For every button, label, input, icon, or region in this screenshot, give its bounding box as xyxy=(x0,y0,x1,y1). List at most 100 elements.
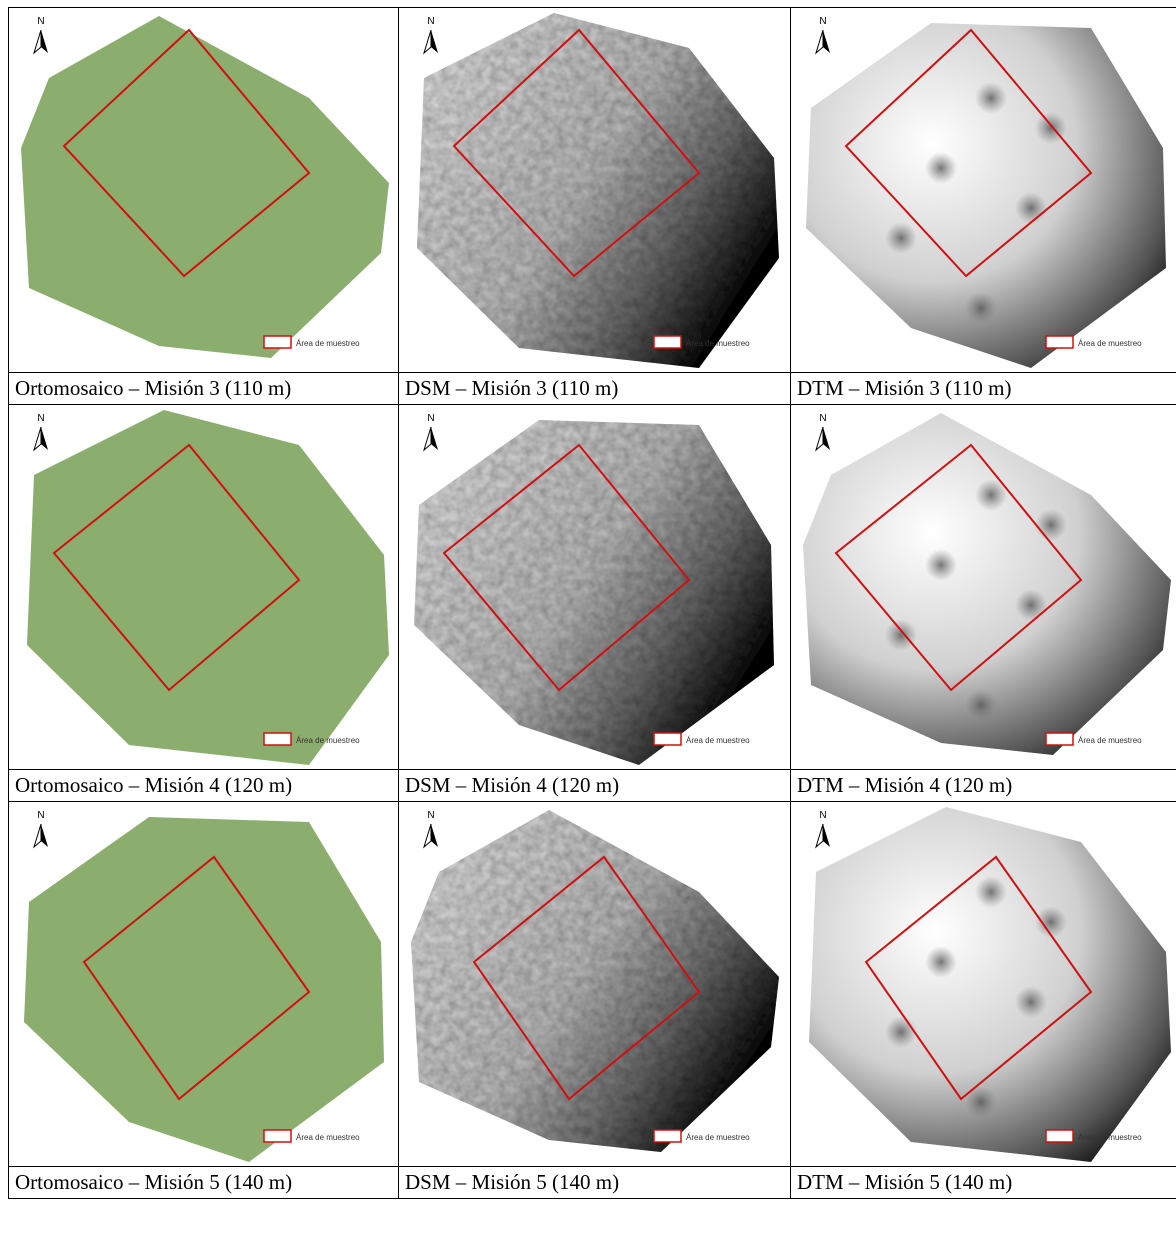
caption-row: Ortomosaico – Misión 3 (110 m)DSM – Misi… xyxy=(9,373,1176,405)
north-arrow xyxy=(823,824,830,847)
depression xyxy=(1035,509,1067,541)
north-arrow-outline xyxy=(424,427,431,450)
map-image: N Área de muestreo xyxy=(9,405,397,769)
legend-label: Área de muestreo xyxy=(1078,736,1142,745)
image-row: N Área de muestreo N Área de muestreo N Área … xyxy=(9,405,1176,770)
map-image: N Área de muestreo xyxy=(399,405,787,769)
north-arrow xyxy=(823,30,830,53)
north-arrow-outline xyxy=(34,30,41,53)
legend-label: Área de muestreo xyxy=(296,1133,360,1142)
legend-label: Área de muestreo xyxy=(686,339,750,348)
legend-label: Área de muestreo xyxy=(1078,339,1142,348)
north-label: N xyxy=(819,810,826,821)
north-label: N xyxy=(37,413,44,424)
caption-row: Ortomosaico – Misión 5 (140 m)DSM – Misi… xyxy=(9,1167,1176,1199)
caption: DSM – Misión 3 (110 m) xyxy=(399,373,791,405)
legend-swatch xyxy=(1046,1130,1073,1142)
depression xyxy=(1015,986,1047,1018)
footprint xyxy=(24,817,384,1162)
footprint xyxy=(411,810,779,1152)
map-image: N Área de muestreo xyxy=(9,802,397,1166)
legend-label: Área de muestreo xyxy=(686,1133,750,1142)
north-arrow xyxy=(431,30,438,53)
legend-label: Área de muestreo xyxy=(296,736,360,745)
caption: DTM – Misión 4 (120 m) xyxy=(791,770,1176,802)
map-image: N Área de muestreo xyxy=(9,8,397,372)
north-arrow-outline xyxy=(34,824,41,847)
page: {"table":{"rows":[ {"cells":[ {"map":{"n… xyxy=(0,0,1176,1251)
map-cell: N Área de muestreo xyxy=(791,405,1176,770)
figure-table: N Área de muestreo N Área de muestreo N Área … xyxy=(8,7,1176,1199)
caption: Ortomosaico – Misión 4 (120 m) xyxy=(9,770,399,802)
image-row: N Área de muestreo N Área de muestreo N Área … xyxy=(9,802,1176,1167)
depression xyxy=(925,152,957,184)
depression xyxy=(885,222,917,254)
caption: DSM – Misión 4 (120 m) xyxy=(399,770,791,802)
north-label: N xyxy=(37,16,44,27)
map-image: N Área de muestreo xyxy=(399,8,787,372)
map-image: N Área de muestreo xyxy=(791,802,1176,1166)
depression xyxy=(1035,906,1067,938)
legend-label: Área de muestreo xyxy=(296,339,360,348)
north-arrow-outline xyxy=(424,824,431,847)
map-image: N Área de muestreo xyxy=(399,802,787,1166)
caption: Ortomosaico – Misión 3 (110 m) xyxy=(9,373,399,405)
depression xyxy=(1015,192,1047,224)
depression xyxy=(965,292,997,324)
legend-swatch xyxy=(1046,336,1073,348)
footprint xyxy=(27,410,389,765)
depression xyxy=(1015,589,1047,621)
caption: DSM – Misión 5 (140 m) xyxy=(399,1167,791,1199)
north-arrow-outline xyxy=(816,824,823,847)
north-arrow xyxy=(431,824,438,847)
legend-swatch xyxy=(264,336,291,348)
image-row: N Área de muestreo N Área de muestreo N Área … xyxy=(9,8,1176,373)
north-arrow-outline xyxy=(816,30,823,53)
map-cell: N Área de muestreo xyxy=(399,405,791,770)
legend-swatch xyxy=(654,1130,681,1142)
legend-swatch xyxy=(654,336,681,348)
north-label: N xyxy=(819,413,826,424)
north-label: N xyxy=(37,810,44,821)
map-cell: N Área de muestreo xyxy=(791,802,1176,1167)
caption: DTM – Misión 5 (140 m) xyxy=(791,1167,1176,1199)
footprint xyxy=(414,420,774,765)
north-arrow xyxy=(41,427,48,450)
north-arrow-outline xyxy=(424,30,431,53)
map-cell: N Área de muestreo xyxy=(9,405,399,770)
depression xyxy=(885,1016,917,1048)
north-arrow xyxy=(431,427,438,450)
caption: Ortomosaico – Misión 5 (140 m) xyxy=(9,1167,399,1199)
north-label: N xyxy=(427,16,434,27)
depression xyxy=(925,549,957,581)
legend-label: Área de muestreo xyxy=(686,736,750,745)
north-label: N xyxy=(819,16,826,27)
legend-swatch xyxy=(264,733,291,745)
footprint xyxy=(417,13,779,368)
north-arrow xyxy=(41,824,48,847)
map-cell: N Área de muestreo xyxy=(399,802,791,1167)
north-label: N xyxy=(427,810,434,821)
caption-row: Ortomosaico – Misión 4 (120 m)DSM – Misi… xyxy=(9,770,1176,802)
map-cell: N Área de muestreo xyxy=(9,802,399,1167)
north-arrow xyxy=(823,427,830,450)
map-cell: N Área de muestreo xyxy=(9,8,399,373)
map-image: N Área de muestreo xyxy=(791,405,1176,769)
map-cell: N Área de muestreo xyxy=(399,8,791,373)
depression xyxy=(925,946,957,978)
caption: DTM – Misión 3 (110 m) xyxy=(791,373,1176,405)
north-arrow xyxy=(41,30,48,53)
depression xyxy=(885,619,917,651)
north-arrow-outline xyxy=(34,427,41,450)
footprint xyxy=(21,16,389,358)
legend-swatch xyxy=(264,1130,291,1142)
map-cell: N Área de muestreo xyxy=(791,8,1176,373)
legend-swatch xyxy=(654,733,681,745)
depression xyxy=(975,876,1007,908)
map-image: N Área de muestreo xyxy=(791,8,1176,372)
north-label: N xyxy=(427,413,434,424)
north-arrow-outline xyxy=(816,427,823,450)
legend-swatch xyxy=(1046,733,1073,745)
legend-label: Área de muestreo xyxy=(1078,1133,1142,1142)
depression xyxy=(975,82,1007,114)
